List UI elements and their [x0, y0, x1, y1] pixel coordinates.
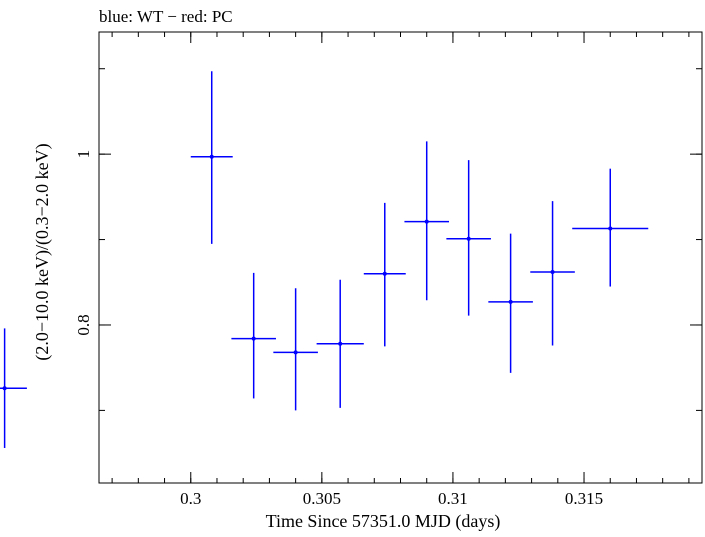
point-marker [608, 226, 613, 231]
data-point [572, 168, 649, 287]
point-marker [293, 350, 298, 355]
data-point [446, 160, 491, 316]
x-tick-label: 0.305 [303, 489, 341, 508]
x-axis-tick-labels: 0.3 0.305 0.31 0.315 [180, 489, 603, 508]
y-tick-label: 0.8 [74, 314, 93, 335]
x-axis-label: Time Since 57351.0 MJD (days) [266, 511, 501, 532]
data-point [316, 279, 364, 408]
point-marker [251, 336, 256, 341]
plot-frame [98, 31, 703, 484]
data-point [190, 71, 233, 244]
point-marker [209, 154, 214, 159]
data-point [404, 141, 450, 301]
data-series [0, 71, 649, 448]
point-marker [466, 236, 471, 241]
x-tick-label: 0.3 [180, 489, 201, 508]
data-point [530, 201, 575, 346]
data-point [273, 288, 318, 411]
point-marker [2, 386, 7, 391]
y-axis-tick-labels: 0.81 [74, 150, 93, 336]
data-point [231, 272, 276, 399]
y-tick-label: 1 [74, 150, 93, 159]
y-axis-label: (2.0−10.0 keV)/(0.3−2.0 keV) [32, 143, 53, 360]
y-axis-ticks [99, 68, 702, 411]
data-point [363, 202, 406, 347]
x-axis-ticks [111, 32, 690, 483]
x-tick-label: 0.31 [438, 489, 468, 508]
point-marker [338, 341, 343, 346]
point-marker [424, 219, 429, 224]
point-marker [382, 271, 387, 276]
point-marker [550, 270, 555, 275]
data-point [488, 233, 533, 373]
x-tick-label: 0.315 [565, 489, 603, 508]
point-marker [508, 299, 513, 304]
data-point [0, 328, 27, 448]
chart-title: blue: WT − red: PC [99, 7, 233, 26]
